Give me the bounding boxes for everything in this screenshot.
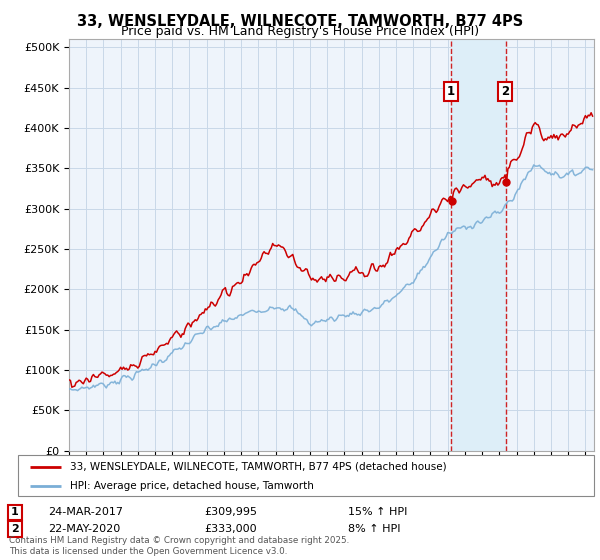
Text: HPI: Average price, detached house, Tamworth: HPI: Average price, detached house, Tamw… xyxy=(70,480,314,491)
Text: 33, WENSLEYDALE, WILNECOTE, TAMWORTH, B77 4PS (detached house): 33, WENSLEYDALE, WILNECOTE, TAMWORTH, B7… xyxy=(70,461,446,472)
Text: Contains HM Land Registry data © Crown copyright and database right 2025.
This d: Contains HM Land Registry data © Crown c… xyxy=(9,536,349,556)
Text: 2: 2 xyxy=(11,524,19,534)
Text: 1: 1 xyxy=(11,507,19,517)
Text: £309,995: £309,995 xyxy=(204,507,257,517)
Text: £333,000: £333,000 xyxy=(204,524,257,534)
Text: 1: 1 xyxy=(446,85,455,98)
Text: 24-MAR-2017: 24-MAR-2017 xyxy=(48,507,123,517)
Text: 15% ↑ HPI: 15% ↑ HPI xyxy=(348,507,407,517)
Text: 33, WENSLEYDALE, WILNECOTE, TAMWORTH, B77 4PS: 33, WENSLEYDALE, WILNECOTE, TAMWORTH, B7… xyxy=(77,14,523,29)
Text: 8% ↑ HPI: 8% ↑ HPI xyxy=(348,524,401,534)
Text: 22-MAY-2020: 22-MAY-2020 xyxy=(48,524,120,534)
Text: Price paid vs. HM Land Registry's House Price Index (HPI): Price paid vs. HM Land Registry's House … xyxy=(121,25,479,38)
Text: 2: 2 xyxy=(501,85,509,98)
FancyBboxPatch shape xyxy=(18,455,594,496)
Bar xyxy=(451,39,506,451)
